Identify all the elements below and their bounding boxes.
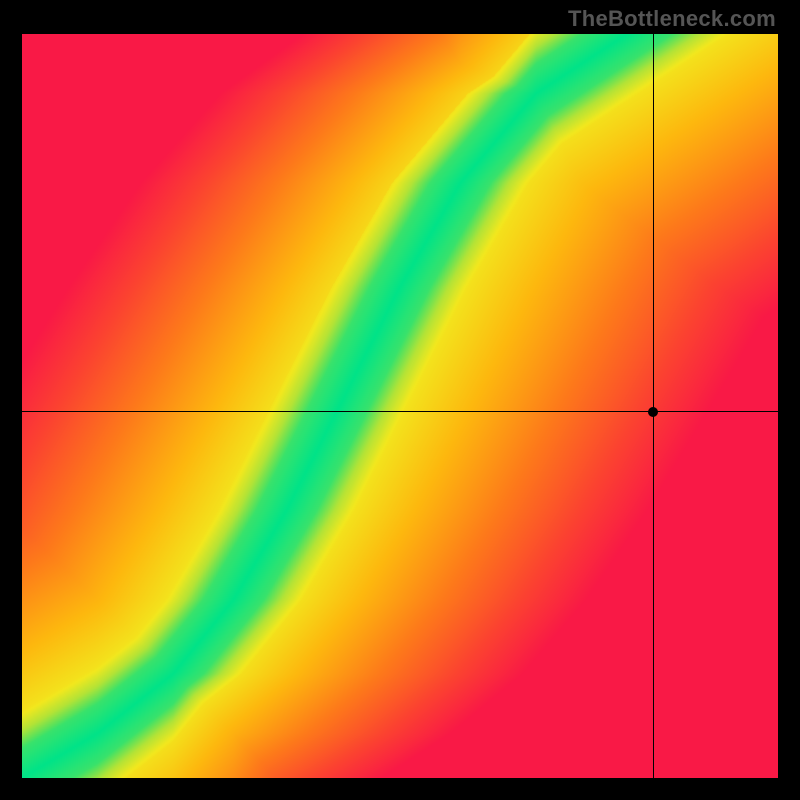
watermark-text: TheBottleneck.com <box>568 6 776 32</box>
marker-dot <box>648 407 658 417</box>
plot-frame <box>22 34 778 778</box>
chart-container: TheBottleneck.com <box>0 0 800 800</box>
crosshair-horizontal <box>22 411 778 412</box>
heatmap-canvas <box>22 34 778 778</box>
